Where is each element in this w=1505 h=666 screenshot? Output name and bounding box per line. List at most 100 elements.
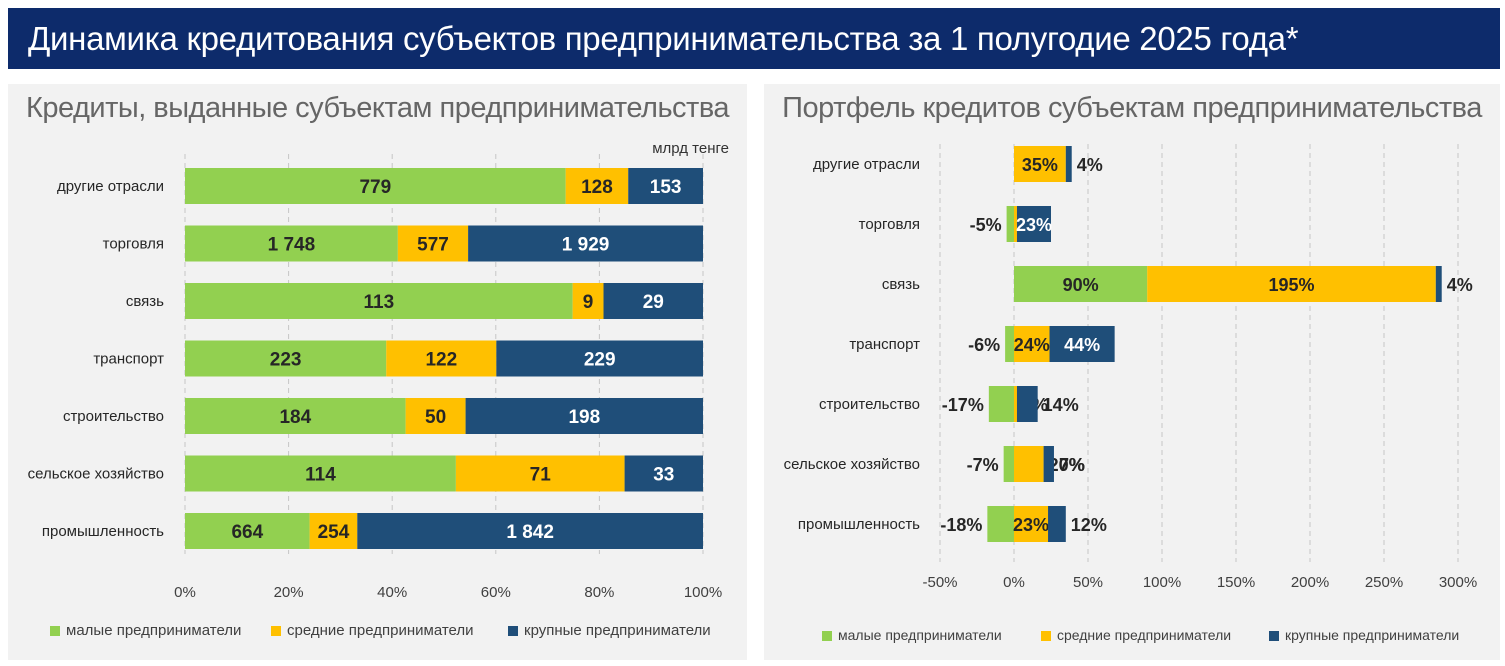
- bar-крупные-предприниматели: [357, 513, 703, 549]
- category-label: другие отрасли: [813, 156, 920, 173]
- bar-средние-предприниматели: [386, 340, 497, 377]
- data-label: 23%: [1013, 515, 1049, 535]
- legend-swatch: [822, 631, 832, 641]
- data-label: 195%: [1268, 275, 1314, 295]
- data-label: -18%: [940, 515, 982, 535]
- x-tick-label: 80%: [584, 584, 614, 601]
- data-label: 7%: [1059, 455, 1085, 475]
- data-label: 229: [584, 350, 616, 371]
- x-tick-label: 50%: [1073, 574, 1103, 591]
- category-label: связь: [882, 276, 920, 293]
- chart-title-issued-loans: Кредиты, выданные субъектам предпринимат…: [25, 92, 730, 124]
- data-label: -5%: [970, 215, 1002, 235]
- data-label: 71: [530, 465, 552, 486]
- chart-panel-loan-portfolio: Портфель кредитов субъектам предпринимат…: [764, 84, 1500, 660]
- legend-swatch: [50, 626, 60, 636]
- category-label: сельское хозяйство: [784, 456, 920, 473]
- data-label: 153: [650, 177, 682, 198]
- chart-issued-loans: 0% 20% 40% 60% 80% 100% другие отрасли 779 128 15…: [28, 154, 722, 639]
- bar-крупные-предприниматели: [468, 225, 703, 262]
- bar-крупные-предприниматели: [1043, 446, 1054, 482]
- data-label: 50: [425, 407, 446, 428]
- bar-крупные-предприниматели: [496, 340, 703, 377]
- data-label: 24%: [1014, 335, 1050, 355]
- chart-title-loan-portfolio: Портфель кредитов субъектам предпринимат…: [782, 92, 1482, 124]
- bar-малые-предприниматели: [185, 283, 573, 319]
- bar-малые-предприниматели: [185, 398, 406, 434]
- bar-малые-предприниматели: [185, 455, 456, 492]
- legend-label: крупные предприниматели: [524, 622, 711, 639]
- category-label: связь: [126, 293, 164, 310]
- data-label: 122: [425, 350, 457, 371]
- bar-крупные-предприниматели: [628, 168, 703, 204]
- data-label: 29: [643, 292, 664, 313]
- data-label: 14%: [1043, 395, 1079, 415]
- data-label: 184: [279, 407, 311, 428]
- x-tick-label: 200%: [1291, 574, 1329, 591]
- legend-swatch: [1269, 631, 1279, 641]
- data-label: -7%: [967, 455, 999, 475]
- bar-средние-предприниматели: [309, 513, 358, 549]
- header-title: Динамика кредитования субъектов предприн…: [8, 8, 1500, 69]
- legend-label: средние предприниматели: [287, 622, 474, 639]
- x-tick-label: 100%: [1143, 574, 1181, 591]
- category-label: другие отрасли: [57, 178, 164, 195]
- x-tick-label: 0%: [174, 584, 196, 601]
- bar-средние-предприниматели: [1014, 386, 1017, 422]
- units-label: млрд тенге: [652, 140, 729, 157]
- bar-малые-предприниматели: [987, 506, 1014, 542]
- chart-loan-portfolio: -50% 0% 50% 100% 150% 200% 250% 300% другие отра…: [784, 144, 1477, 643]
- bar-крупные-предприниматели: [1016, 386, 1038, 422]
- bar-малые-предприниматели: [1006, 206, 1014, 242]
- category-label: промышленность: [798, 516, 920, 533]
- bar-малые-предприниматели: [1005, 326, 1014, 362]
- bar-средние-предприниматели: [1014, 206, 1017, 242]
- bar-крупные-предприниматели: [624, 455, 703, 492]
- data-label: 33: [653, 465, 674, 486]
- category-label: торговля: [103, 236, 164, 253]
- bar-средние-предприниматели: [1014, 326, 1050, 362]
- x-tick-label: -50%: [922, 574, 957, 591]
- bar-крупные-предприниматели: [1065, 146, 1072, 182]
- bar-малые-предприниматели: [185, 225, 398, 262]
- x-tick-label: 300%: [1439, 574, 1477, 591]
- bar-малые-предприниматели: [185, 168, 566, 204]
- data-label: 254: [318, 522, 350, 543]
- bar-малые-предприниматели: [1014, 266, 1148, 302]
- data-label: 577: [417, 235, 449, 256]
- x-tick-label: 0%: [1003, 574, 1025, 591]
- data-label: 35%: [1022, 155, 1058, 175]
- bar-крупные-предприниматели: [603, 283, 703, 319]
- bar-средние-предприниматели: [397, 225, 469, 262]
- data-label: 12%: [1071, 515, 1107, 535]
- data-label: 9: [583, 292, 594, 313]
- legend-swatch: [508, 626, 518, 636]
- bar-средние-предприниматели: [572, 283, 604, 319]
- bar-средние-предприниматели: [1014, 446, 1044, 482]
- x-tick-label: 20%: [274, 584, 304, 601]
- legend-swatch: [1041, 631, 1051, 641]
- category-label: строительство: [63, 408, 164, 425]
- legend-label: крупные предприниматели: [1285, 627, 1459, 643]
- bar-крупные-предприниматели: [1049, 326, 1115, 362]
- data-label: 23%: [1016, 215, 1052, 235]
- bar-крупные-предприниматели: [465, 398, 703, 434]
- data-label: 1 929: [562, 235, 610, 256]
- category-label: строительство: [819, 396, 920, 413]
- legend-swatch: [271, 626, 281, 636]
- data-label: 223: [270, 350, 302, 371]
- data-label: 779: [359, 177, 391, 198]
- data-label: 128: [581, 177, 613, 198]
- category-label: сельское хозяйство: [28, 466, 164, 483]
- data-label: 664: [231, 522, 263, 543]
- legend-label: малые предприниматели: [838, 627, 1002, 643]
- legend-label: средние предприниматели: [1057, 627, 1231, 643]
- x-tick-label: 40%: [377, 584, 407, 601]
- data-label: 1 748: [268, 235, 316, 256]
- bar-малые-предприниматели: [185, 340, 387, 377]
- category-label: промышленность: [42, 523, 164, 540]
- data-label: 90%: [1063, 275, 1099, 295]
- bar-средние-предприниматели: [455, 455, 625, 492]
- bar-средние-предприниматели: [405, 398, 466, 434]
- data-label: -6%: [968, 335, 1000, 355]
